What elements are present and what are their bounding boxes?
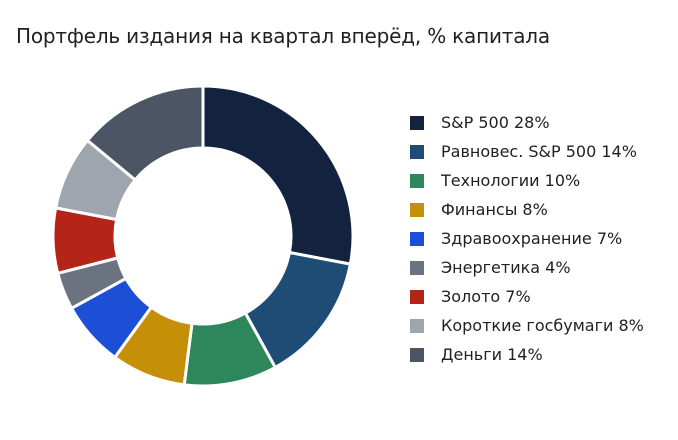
legend-swatch (410, 202, 424, 217)
legend-item: Равновес. S&P 500 14% (410, 137, 644, 166)
legend-label: S&P 500 28% (441, 113, 550, 132)
legend-label: Деньги 14% (441, 345, 543, 364)
legend-label: Энергетика 4% (441, 258, 571, 277)
legend-swatch (410, 173, 424, 188)
donut-slice-9 (85, 84, 205, 182)
legend-label: Золото 7% (441, 287, 531, 306)
legend-item: Деньги 14% (410, 340, 644, 369)
legend-label: Технологии 10% (441, 171, 581, 190)
legend-swatch (410, 347, 424, 362)
legend-swatch (410, 144, 424, 159)
chart-legend: S&P 500 28% Равновес. S&P 500 14% Технолог… (410, 108, 644, 369)
legend-swatch (410, 289, 424, 304)
legend-item: Энергетика 4% (410, 253, 644, 282)
legend-label: Короткие госбумаги 8% (441, 316, 644, 335)
legend-swatch (410, 115, 424, 130)
legend-label: Финансы 8% (441, 200, 548, 219)
legend-swatch (410, 231, 424, 246)
legend-item: Финансы 8% (410, 195, 644, 224)
legend-item: Золото 7% (410, 282, 644, 311)
legend-label: Равновес. S&P 500 14% (441, 142, 637, 161)
legend-label: Здравоохранение 7% (441, 229, 623, 248)
legend-item: Технологии 10% (410, 166, 644, 195)
legend-item: Здравоохранение 7% (410, 224, 644, 253)
legend-item: Короткие госбумаги 8% (410, 311, 644, 340)
legend-swatch (410, 260, 424, 275)
chart-title: Портфель издания на квартал вперёд, % ка… (16, 24, 550, 49)
donut-slice-1 (201, 84, 355, 266)
legend-item: S&P 500 28% (410, 108, 644, 137)
legend-swatch (410, 318, 424, 333)
